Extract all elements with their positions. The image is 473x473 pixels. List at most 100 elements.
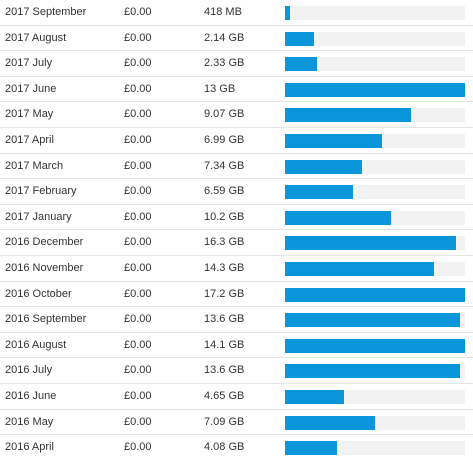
usage-bar-track <box>285 159 465 174</box>
month-label: 2017 January <box>5 210 72 223</box>
data-size-value: 4.08 GB <box>204 441 245 454</box>
cost-value: £0.00 <box>124 210 152 223</box>
usage-bar-track <box>285 389 465 404</box>
cost-value: £0.00 <box>124 133 152 146</box>
data-size-value: 16.3 GB <box>204 236 245 249</box>
usage-row: 2017 August £0.00 2.14 GB <box>0 26 473 52</box>
cost-value: £0.00 <box>124 313 152 326</box>
data-size-value: 418 MB <box>204 6 242 18</box>
month-label: 2017 May <box>5 108 54 121</box>
month-label: 2016 October <box>5 287 72 300</box>
usage-bar-fill <box>285 389 345 404</box>
usage-bar-fill <box>285 82 465 97</box>
data-size-value: 14.1 GB <box>204 338 245 351</box>
usage-bar-fill <box>285 313 460 328</box>
usage-row: 2016 December £0.00 16.3 GB <box>0 230 473 256</box>
cost-value: £0.00 <box>124 185 152 198</box>
cost-value: £0.00 <box>124 338 152 351</box>
cost-value: £0.00 <box>124 287 152 300</box>
usage-bar-track <box>285 133 465 148</box>
usage-row: 2017 January £0.00 10.2 GB <box>0 205 473 231</box>
usage-row: 2016 August £0.00 14.1 GB <box>0 333 473 359</box>
data-size-value: 6.99 GB <box>204 133 245 146</box>
usage-row: 2016 November £0.00 14.3 GB <box>0 256 473 282</box>
usage-bar-track <box>285 415 465 430</box>
cost-value: £0.00 <box>124 236 152 249</box>
usage-bar-fill <box>285 441 338 456</box>
usage-bar-fill <box>285 236 456 251</box>
usage-bar-fill <box>285 338 465 353</box>
usage-row: 2016 June £0.00 4.65 GB <box>0 384 473 410</box>
usage-row: 2016 May £0.00 7.09 GB <box>0 410 473 436</box>
month-label: 2016 June <box>5 389 57 402</box>
cost-value: £0.00 <box>124 364 152 377</box>
usage-row: 2016 October £0.00 17.2 GB <box>0 282 473 308</box>
data-size-value: 17.2 GB <box>204 287 245 300</box>
usage-bar-track <box>285 313 465 328</box>
usage-bar-fill <box>285 185 354 200</box>
cost-value: £0.00 <box>124 6 152 18</box>
month-label: 2016 September <box>5 313 87 326</box>
month-label: 2017 July <box>5 57 53 70</box>
month-label: 2017 April <box>5 133 54 146</box>
usage-bar-fill <box>285 6 291 20</box>
usage-row: 2016 April £0.00 4.08 GB <box>0 435 473 461</box>
cost-value: £0.00 <box>124 108 152 121</box>
usage-bar-track <box>285 261 465 276</box>
usage-bar-track <box>285 338 465 353</box>
month-label: 2016 August <box>5 338 67 351</box>
cost-value: £0.00 <box>124 82 152 95</box>
cost-value: £0.00 <box>124 261 152 274</box>
usage-bar-fill <box>285 159 363 174</box>
cost-value: £0.00 <box>124 57 152 70</box>
usage-bar-fill <box>285 133 383 148</box>
usage-bar-fill <box>285 364 460 379</box>
usage-row: 2017 September £0.00 418 MB <box>0 0 473 26</box>
month-label: 2016 November <box>5 261 84 274</box>
month-label: 2017 March <box>5 159 64 172</box>
data-size-value: 14.3 GB <box>204 261 245 274</box>
data-size-value: 10.2 GB <box>204 210 245 223</box>
data-size-value: 13.6 GB <box>204 313 245 326</box>
cost-value: £0.00 <box>124 31 152 44</box>
usage-bar-track <box>285 364 465 379</box>
usage-bar-track <box>285 287 465 302</box>
usage-bar-track <box>285 185 465 200</box>
usage-bar-fill <box>285 31 314 46</box>
data-size-value: 9.07 GB <box>204 108 245 121</box>
month-label: 2016 December <box>5 236 84 249</box>
cost-value: £0.00 <box>124 441 152 454</box>
data-size-value: 4.65 GB <box>204 389 245 402</box>
usage-bar-fill <box>285 108 411 123</box>
month-label: 2017 September <box>5 6 87 18</box>
usage-bar-track <box>285 441 465 456</box>
usage-table: 2017 September £0.00 418 MB 2017 August £0.0… <box>0 0 473 461</box>
month-label: 2016 April <box>5 441 54 454</box>
data-size-value: 7.34 GB <box>204 159 245 172</box>
usage-bar-track <box>285 57 465 72</box>
data-size-value: 13 GB <box>204 82 236 95</box>
usage-row: 2017 February £0.00 6.59 GB <box>0 179 473 205</box>
data-size-value: 7.09 GB <box>204 415 245 428</box>
usage-bar-track <box>285 31 465 46</box>
usage-bar-fill <box>285 287 465 302</box>
cost-value: £0.00 <box>124 415 152 428</box>
usage-bar-track <box>285 6 465 20</box>
usage-bar-track <box>285 236 465 251</box>
usage-bar-track <box>285 210 465 225</box>
usage-bar-fill <box>285 261 435 276</box>
data-size-value: 2.33 GB <box>204 57 245 70</box>
month-label: 2017 February <box>5 185 77 198</box>
month-label: 2017 June <box>5 82 57 95</box>
usage-row: 2016 September £0.00 13.6 GB <box>0 307 473 333</box>
month-label: 2016 July <box>5 364 53 377</box>
month-label: 2016 May <box>5 415 54 428</box>
usage-row: 2017 July £0.00 2.33 GB <box>0 51 473 77</box>
usage-bar-fill <box>285 57 318 72</box>
usage-bar-track <box>285 108 465 123</box>
cost-value: £0.00 <box>124 389 152 402</box>
month-label: 2017 August <box>5 31 67 44</box>
data-size-value: 2.14 GB <box>204 31 245 44</box>
data-size-value: 13.6 GB <box>204 364 245 377</box>
usage-bar-fill <box>285 210 392 225</box>
